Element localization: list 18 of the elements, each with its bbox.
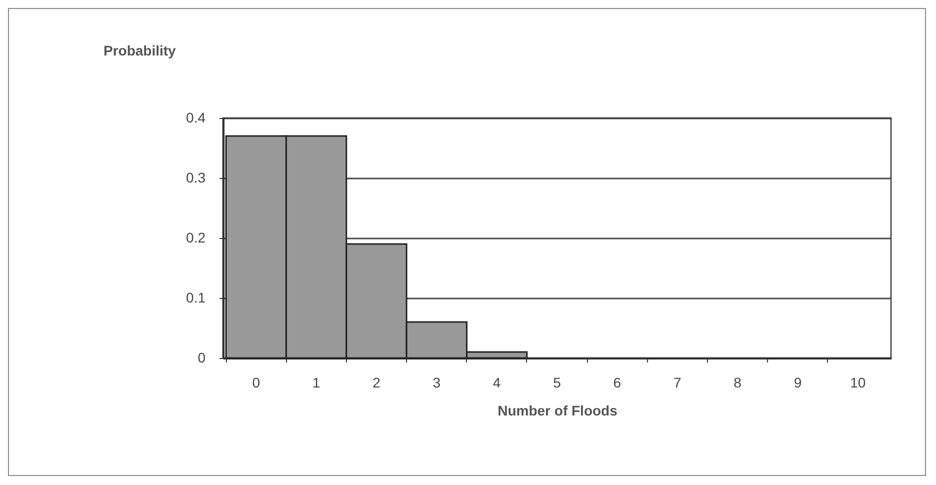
x-tick-label: 0 (252, 374, 260, 390)
y-tick-label: 0 (198, 350, 206, 366)
x-tick-label: 10 (850, 374, 866, 390)
x-tick-label: 4 (492, 374, 501, 390)
x-tick-label: 1 (312, 374, 320, 390)
x-tick-label: 8 (734, 374, 742, 390)
x-tick-label: 3 (432, 374, 441, 390)
x-axis-title: Number of Floods (498, 402, 618, 418)
y-tick-label: 0.1 (186, 290, 206, 306)
x-tick-label: 6 (613, 374, 622, 390)
x-tick-label: 5 (553, 374, 562, 390)
y-tick-label: 0.3 (186, 170, 206, 186)
x-tick-label: 2 (372, 374, 381, 390)
x-tick-label: 9 (794, 374, 802, 390)
y-tick-label: 0.4 (186, 110, 206, 126)
y-axis-title: Probability (104, 42, 176, 58)
y-tick-label: 0.2 (186, 230, 206, 246)
x-tick-label: 7 (673, 374, 682, 390)
